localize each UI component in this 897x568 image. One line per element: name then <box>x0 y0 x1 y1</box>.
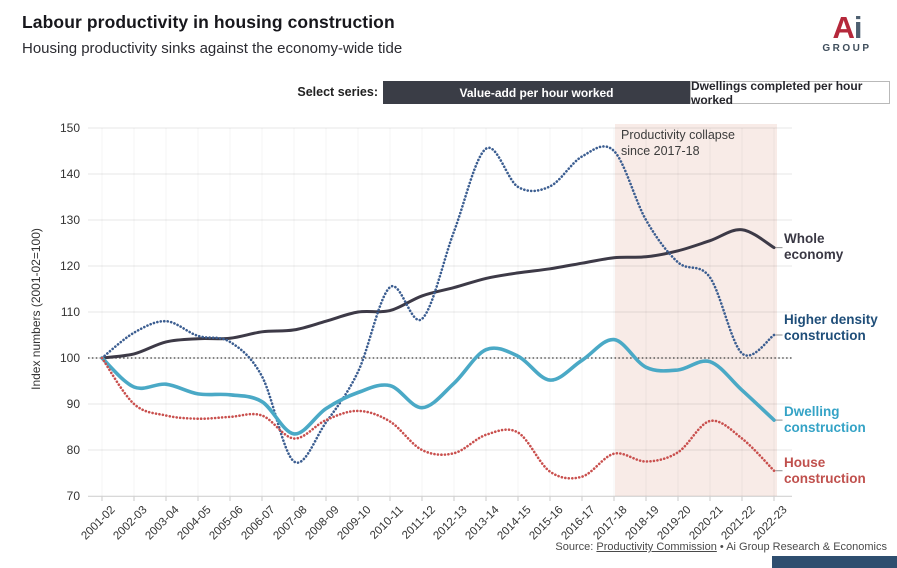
y-tick-label: 110 <box>60 305 80 319</box>
logo-letter-i: i <box>853 10 863 45</box>
page-subtitle: Housing productivity sinks against the e… <box>22 40 403 57</box>
y-tick-label: 120 <box>59 259 80 273</box>
series-button-value-add[interactable]: Value-add per hour worked <box>383 81 690 104</box>
series-line-house-construction <box>100 356 776 480</box>
annotation-line-1: Productivity collapse <box>621 128 735 142</box>
y-tick-label: 150 <box>59 121 80 135</box>
source-link[interactable]: Productivity Commission <box>596 541 717 553</box>
series-line-dwelling-construction <box>100 337 776 436</box>
series-line-higher-density-construction <box>100 145 776 464</box>
y-tick-label: 70 <box>66 489 80 503</box>
corner-accent-bar <box>772 556 897 568</box>
series-label-dwelling-construction: Dwelling construction <box>784 404 866 435</box>
y-tick-label: 90 <box>66 397 80 411</box>
page-title: Labour productivity in housing construct… <box>22 12 395 32</box>
source-separator: • <box>719 541 724 553</box>
annotation-line-2: since 2017-18 <box>621 144 700 159</box>
source-suffix: Ai Group Research & Economics <box>726 541 887 553</box>
series-button-dwellings-completed[interactable]: Dwellings completed per hour worked <box>690 79 890 107</box>
series-label-higher-density-construction: Higher density construction <box>784 312 878 343</box>
series-label-house-construction: House construction <box>784 455 866 486</box>
y-tick-label: 80 <box>66 443 80 457</box>
source-line: Source: Productivity Commission • Ai Gro… <box>555 541 887 553</box>
y-tick-label: 100 <box>59 351 80 365</box>
shaded-region <box>615 124 777 496</box>
logo-ai-icon: Ai <box>813 12 881 43</box>
aigroup-logo: Ai GROUP <box>813 12 881 54</box>
logo-letter-a: A <box>832 10 854 45</box>
series-label-whole-economy: Whole economy <box>784 231 844 262</box>
logo-group-text: GROUP <box>822 43 872 54</box>
select-series-label: Select series: <box>297 85 378 99</box>
y-tick-label: 140 <box>59 167 80 181</box>
source-prefix: Source: <box>555 541 594 553</box>
shaded-region-annotation: Productivity collapse since 2017-18 <box>621 127 791 160</box>
y-tick-label: 130 <box>59 213 80 227</box>
